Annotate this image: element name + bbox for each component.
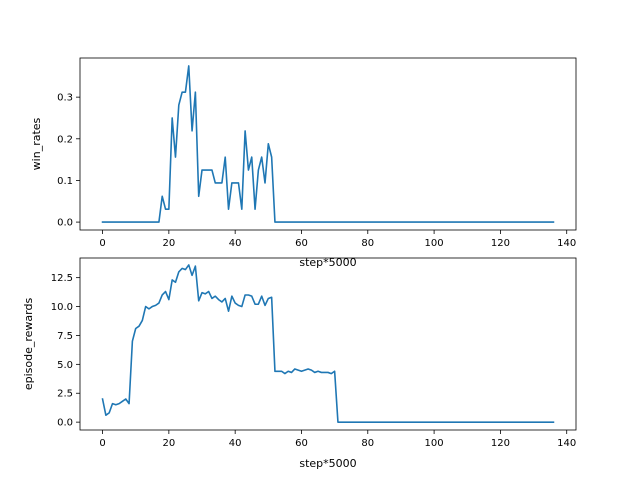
win-rates-y-tick-label: 0.2: [57, 134, 73, 145]
episode-rewards-y-tick-label: 2.5: [57, 389, 73, 400]
episode-rewards-y-tick-label: 0.0: [57, 418, 73, 429]
win-rates-x-tick-label: 80: [361, 238, 374, 249]
win-rates-x-axis-label: step*5000: [299, 256, 356, 269]
episode-rewards-x-tick-label: 0: [99, 438, 105, 449]
episode-rewards-y-tick-label: 10.0: [51, 302, 73, 313]
win-rates-x-tick-label: 40: [229, 238, 242, 249]
episode-rewards-y-tick-label: 12.5: [51, 273, 73, 284]
episode-rewards-y-tick-label: 5.0: [57, 360, 73, 371]
win-rates-x-tick-label: 100: [425, 238, 444, 249]
win-rates-series-line: [101, 65, 555, 223]
episode-rewards-x-tick-label: 140: [557, 438, 576, 449]
episode-rewards-axes-frame: [79, 257, 577, 431]
win-rates-x-tick-label: 120: [491, 238, 510, 249]
win-rates-x-tick-label: 60: [295, 238, 308, 249]
win-rates-y-tick-label: 0.0: [57, 218, 73, 229]
win-rates-x-tick-label: 140: [557, 238, 576, 249]
win-rates-plot: 0 20 40 60 80 100 120 140 0.0 0.1 0.2 0.3 step*5000…: [30, 57, 577, 269]
episode-rewards-series-line: [101, 264, 555, 423]
episode-rewards-y-axis-label: episode_rewards: [22, 298, 35, 391]
episode-rewards-ticks: 0 20 40 60 80 100 120 140 0.0 2.5 5.0 7.5 10.0 12.5: [51, 273, 577, 449]
episode-rewards-y-tick-label: 7.5: [57, 331, 73, 342]
episode-rewards-x-tick-label: 60: [295, 438, 308, 449]
win-rates-x-tick-label: 20: [162, 238, 175, 249]
episode-rewards-x-tick-label: 100: [425, 438, 444, 449]
win-rates-y-axis-label: win_rates: [30, 117, 43, 170]
episode-rewards-plot: 0 20 40 60 80 100 120 140 0.0 2.5 5.0 7.5 10.0 12.5 s…: [22, 257, 577, 470]
episode-rewards-x-tick-label: 20: [162, 438, 175, 449]
episode-rewards-x-axis-label: step*5000: [299, 457, 356, 470]
episode-rewards-x-tick-label: 120: [491, 438, 510, 449]
win-rates-y-tick-label: 0.3: [57, 93, 73, 104]
win-rates-axes-frame: [79, 57, 577, 231]
episode-rewards-x-tick-label: 40: [229, 438, 242, 449]
episode-rewards-x-tick-label: 80: [361, 438, 374, 449]
win-rates-x-tick-label: 0: [99, 238, 105, 249]
win-rates-y-tick-label: 0.1: [57, 176, 73, 187]
win-rates-ticks: 0 20 40 60 80 100 120 140 0.0 0.1 0.2 0.3: [57, 93, 576, 249]
